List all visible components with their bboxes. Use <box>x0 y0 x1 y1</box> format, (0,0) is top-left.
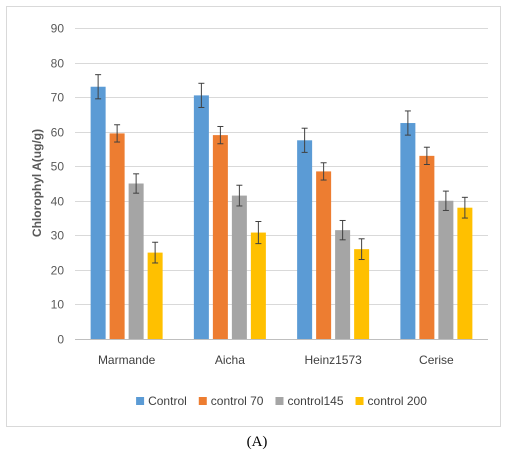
bar <box>231 195 247 339</box>
bar <box>316 171 332 339</box>
legend: Control control 70 control145 control 200 <box>136 394 427 408</box>
bar <box>90 86 106 339</box>
bars <box>90 86 473 340</box>
bar <box>297 140 313 339</box>
error-bars <box>95 74 468 264</box>
bar <box>109 133 125 339</box>
gridlines <box>75 28 488 340</box>
category-label: Cerise <box>419 353 454 367</box>
bar <box>147 252 163 339</box>
y-tick-label: 80 <box>51 57 65 71</box>
legend-label: control145 <box>287 394 343 408</box>
legend-label: control 200 <box>368 394 428 408</box>
figure-caption: (A) <box>246 434 268 450</box>
category-labels: Marmande Aicha Heinz1573 Cerise <box>98 353 454 367</box>
bar <box>335 230 351 339</box>
y-tick-label: 30 <box>51 229 65 243</box>
category-label: Aicha <box>215 353 245 367</box>
legend-swatch <box>275 397 284 405</box>
legend-swatch <box>198 397 207 405</box>
bar <box>419 155 435 339</box>
y-tick-label: 50 <box>51 160 65 174</box>
y-axis-title: Chlorophyl A(ug/g) <box>30 129 44 237</box>
legend-label: Control <box>148 394 187 408</box>
bar <box>193 95 209 339</box>
y-tick-label: 40 <box>51 195 65 209</box>
legend-label: control 70 <box>211 394 264 408</box>
bar <box>400 123 416 340</box>
y-tick-label: 20 <box>51 264 65 278</box>
bar <box>457 207 473 339</box>
bar <box>250 232 266 339</box>
bar <box>438 200 454 339</box>
y-tick-label: 60 <box>51 126 65 140</box>
category-label: Marmande <box>98 353 156 367</box>
bar <box>212 135 228 339</box>
chart-frame <box>6 6 501 427</box>
bar <box>354 249 370 339</box>
y-tick-label: 70 <box>51 91 65 105</box>
category-label: Heinz1573 <box>304 353 362 367</box>
bar <box>128 183 144 339</box>
y-tick-label: 90 <box>51 22 65 36</box>
legend-swatch <box>355 397 364 405</box>
y-tick-label: 0 <box>57 333 64 347</box>
y-tick-label: 10 <box>51 298 65 312</box>
legend-swatch <box>136 397 145 405</box>
y-tick-labels: 0 10 20 30 40 50 60 70 80 90 <box>51 22 65 347</box>
